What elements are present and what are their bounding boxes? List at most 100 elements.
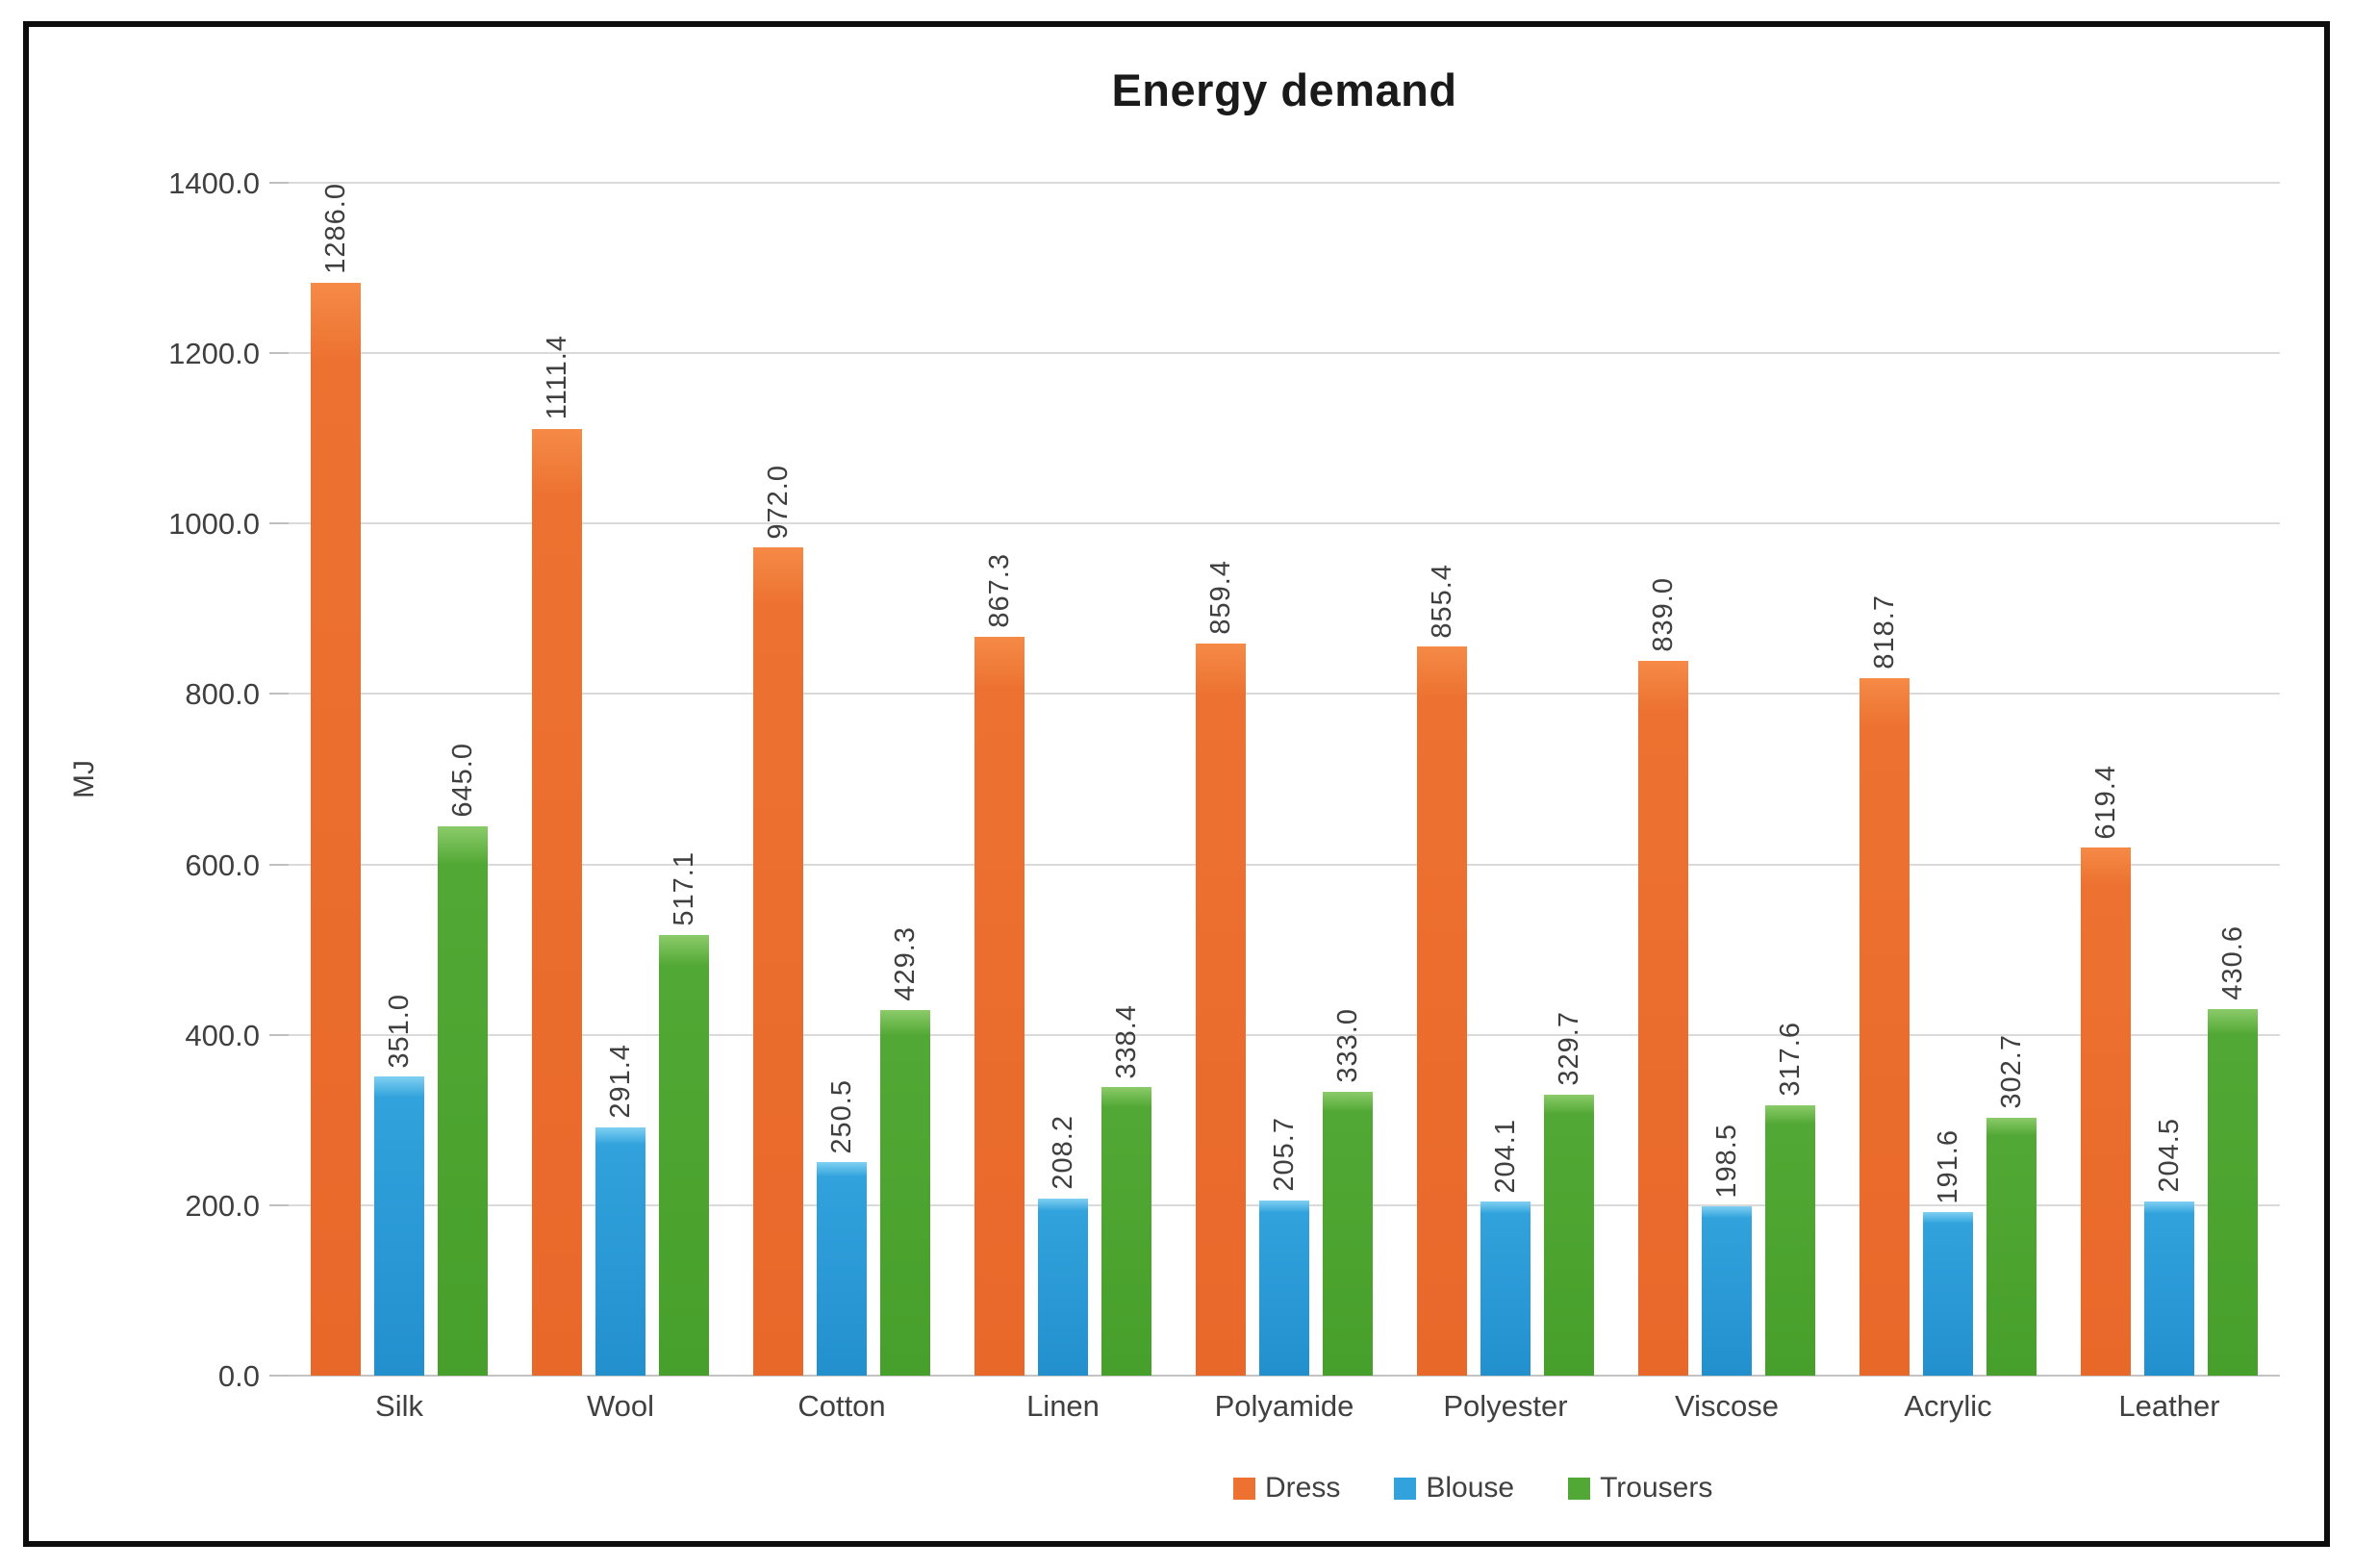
legend: Dress Blouse Trousers <box>1233 1472 1712 1505</box>
bars-layer: 1286.0 351.0 645.0 1111.4 291.4 517.1 972.0 250… <box>289 183 2280 1376</box>
data-label: 191.6 <box>1932 1128 1963 1204</box>
y-axis-tick-label: 200.0 <box>185 1188 260 1223</box>
legend-item-dress: Dress <box>1233 1472 1340 1505</box>
data-label: 302.7 <box>1995 1034 2027 1109</box>
legend-item-blouse: Blouse <box>1394 1472 1514 1505</box>
y-axis-tick-label: 800.0 <box>185 677 260 712</box>
bar-column: 302.7 <box>1986 183 2037 1376</box>
data-label: 1286.0 <box>319 183 351 274</box>
bar-dress-viscose <box>1638 660 1688 1376</box>
category-label-leather: Leather <box>2118 1389 2220 1423</box>
x-axis-line <box>289 1375 2280 1377</box>
bar-blouse-leather <box>2144 1201 2194 1376</box>
data-label: 291.4 <box>604 1044 636 1119</box>
category-group-linen: 867.3 208.2 338.4 <box>952 183 1174 1376</box>
bar-blouse-polyamide <box>1259 1200 1309 1376</box>
data-label: 645.0 <box>446 743 478 818</box>
category-label-linen: Linen <box>1026 1389 1100 1423</box>
plot-area: 1286.0 351.0 645.0 1111.4 291.4 517.1 972.0 250… <box>289 182 2280 1377</box>
bar-blouse-linen <box>1038 1198 1088 1376</box>
bar-column: 351.0 <box>374 183 424 1376</box>
category-group-polyamide: 859.4 205.7 333.0 <box>1174 183 1395 1376</box>
legend-swatch-icon <box>1568 1477 1591 1500</box>
data-label: 818.7 <box>1868 594 1900 670</box>
bar-column: 429.3 <box>880 183 930 1376</box>
bar-column: 1111.4 <box>532 183 582 1376</box>
bar-dress-polyester <box>1417 646 1467 1376</box>
bar-column: 867.3 <box>974 183 1025 1376</box>
category-group-polyester: 855.4 204.1 329.7 <box>1395 183 1616 1376</box>
bar-column: 619.4 <box>2081 183 2131 1376</box>
y-axis-tick <box>269 352 289 355</box>
legend-label: Trousers <box>1600 1472 1713 1504</box>
data-label: 329.7 <box>1553 1011 1584 1086</box>
legend-item-trousers: Trousers <box>1568 1472 1712 1505</box>
bar-blouse-silk <box>374 1076 424 1376</box>
bar-trousers-wool <box>659 935 709 1376</box>
bar-column: 818.7 <box>1860 183 1910 1376</box>
data-label: 855.4 <box>1426 563 1457 639</box>
gridline <box>289 352 2280 355</box>
data-label: 198.5 <box>1710 1123 1742 1199</box>
bar-column: 317.6 <box>1765 183 1815 1376</box>
data-label: 317.6 <box>1774 1022 1806 1097</box>
bar-trousers-cotton <box>880 1009 930 1376</box>
legend-label: Dress <box>1265 1472 1341 1504</box>
bar-column: 333.0 <box>1323 183 1373 1376</box>
y-axis-title: MJ <box>68 760 100 798</box>
category-label-silk: Silk <box>375 1389 423 1423</box>
data-label: 972.0 <box>762 464 794 540</box>
bar-trousers-leather <box>2208 1008 2258 1376</box>
data-label: 338.4 <box>1110 1003 1142 1079</box>
bar-blouse-acrylic <box>1923 1212 1973 1376</box>
bar-column: 1286.0 <box>311 183 361 1376</box>
gridline <box>289 863 2280 866</box>
bar-column: 855.4 <box>1417 183 1467 1376</box>
gridline <box>289 693 2280 695</box>
y-axis-tick-label: 1000.0 <box>168 507 260 542</box>
category-label-viscose: Viscose <box>1675 1389 1779 1423</box>
x-axis-category-labels: Silk Wool Cotton Linen Polyamide Polyester Vis… <box>289 1389 2280 1424</box>
y-axis-tick <box>269 863 289 866</box>
bar-blouse-polyester <box>1480 1201 1531 1376</box>
data-label: 208.2 <box>1047 1115 1078 1190</box>
gridline <box>289 1033 2280 1036</box>
bar-column: 204.1 <box>1480 183 1531 1376</box>
data-label: 351.0 <box>383 993 415 1069</box>
category-label-acrylic: Acrylic <box>1904 1389 1992 1423</box>
bar-column: 839.0 <box>1638 183 1688 1376</box>
data-label: 204.5 <box>2153 1118 2185 1193</box>
category-group-leather: 619.4 204.5 430.6 <box>2059 183 2280 1376</box>
data-label: 859.4 <box>1204 560 1236 635</box>
bar-dress-polyamide <box>1196 643 1246 1376</box>
y-axis-tick <box>269 1375 289 1377</box>
bar-dress-linen <box>974 636 1025 1376</box>
bar-column: 204.5 <box>2144 183 2194 1376</box>
category-label-wool: Wool <box>586 1389 655 1423</box>
bar-column: 208.2 <box>1038 183 1088 1376</box>
gridline <box>289 522 2280 525</box>
bar-dress-leather <box>2081 847 2131 1376</box>
data-label: 429.3 <box>889 926 921 1001</box>
data-label: 839.0 <box>1647 577 1679 652</box>
y-axis-tick <box>269 522 289 525</box>
data-label: 430.6 <box>2216 925 2248 1000</box>
bar-blouse-cotton <box>817 1162 867 1376</box>
data-label: 517.1 <box>668 851 699 926</box>
bar-column: 972.0 <box>753 183 803 1376</box>
legend-label: Blouse <box>1426 1472 1515 1504</box>
bar-column: 250.5 <box>817 183 867 1376</box>
y-axis-tick <box>269 182 289 184</box>
bar-column: 430.6 <box>2208 183 2258 1376</box>
category-group-wool: 1111.4 291.4 517.1 <box>510 183 731 1376</box>
y-axis-tick-label: 600.0 <box>185 847 260 882</box>
bar-trousers-acrylic <box>1986 1117 2037 1376</box>
category-group-cotton: 972.0 250.5 429.3 <box>731 183 952 1376</box>
bar-blouse-viscose <box>1702 1206 1752 1376</box>
bar-column: 205.7 <box>1259 183 1309 1376</box>
data-label: 204.1 <box>1489 1118 1521 1194</box>
data-label: 619.4 <box>2089 764 2121 840</box>
data-label: 250.5 <box>825 1078 857 1154</box>
y-axis-tick-label: 400.0 <box>185 1018 260 1052</box>
data-label: 205.7 <box>1268 1117 1300 1192</box>
